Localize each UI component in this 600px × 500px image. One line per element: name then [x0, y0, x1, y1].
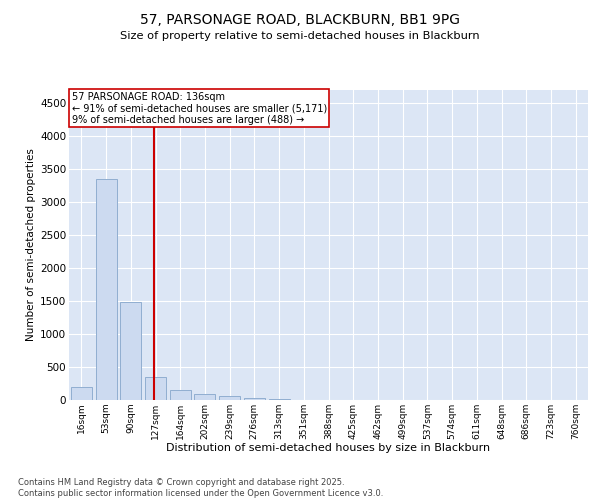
Bar: [71, 387, 92, 400]
Bar: [269, 399, 290, 400]
Text: 57 PARSONAGE ROAD: 136sqm
← 91% of semi-detached houses are smaller (5,171)
9% o: 57 PARSONAGE ROAD: 136sqm ← 91% of semi-…: [71, 92, 327, 124]
Y-axis label: Number of semi-detached properties: Number of semi-detached properties: [26, 148, 36, 342]
Text: Size of property relative to semi-detached houses in Blackburn: Size of property relative to semi-detach…: [120, 31, 480, 41]
Bar: [194, 394, 215, 400]
Bar: [120, 302, 141, 400]
X-axis label: Distribution of semi-detached houses by size in Blackburn: Distribution of semi-detached houses by …: [166, 444, 491, 454]
Bar: [95, 179, 116, 400]
Bar: [145, 377, 166, 400]
Text: Contains HM Land Registry data © Crown copyright and database right 2025.
Contai: Contains HM Land Registry data © Crown c…: [18, 478, 383, 498]
Bar: [170, 390, 191, 400]
Bar: [244, 398, 265, 400]
Bar: [219, 396, 240, 400]
Text: 57, PARSONAGE ROAD, BLACKBURN, BB1 9PG: 57, PARSONAGE ROAD, BLACKBURN, BB1 9PG: [140, 12, 460, 26]
